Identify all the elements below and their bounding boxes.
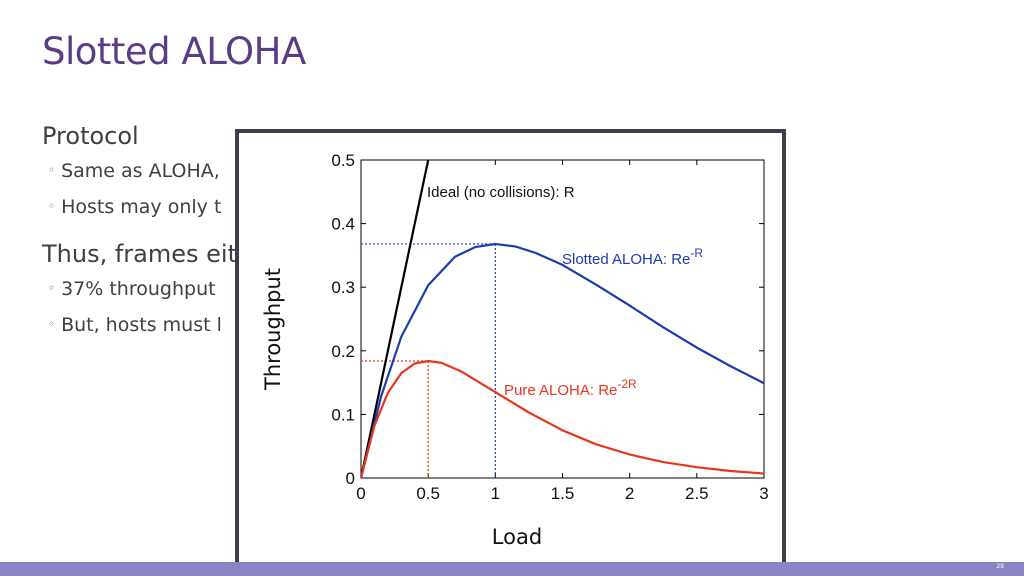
chart-figure: 0 0.5 1 1.5 2 2.5 3 0 0.1 0.2 0.3 0.4 0.5 Ideal (no c… [235, 129, 786, 566]
heading-protocol: Protocol [42, 122, 139, 150]
bullet-marker: ◦ [48, 281, 56, 295]
bullet-text: 37% throughput [61, 278, 216, 300]
series-label: Ideal (no collisions): R [427, 184, 575, 201]
x-tick-label: 0 [356, 484, 365, 503]
plot-layer: 0 0.5 1 1.5 2 2.5 3 0 0.1 0.2 0.3 0.4 0.5 Ideal (no c… [261, 151, 769, 549]
footer-bar [0, 562, 1024, 576]
y-tick-label: 0 [346, 469, 355, 488]
throughput-chart: 0 0.5 1 1.5 2 2.5 3 0 0.1 0.2 0.3 0.4 0.5 Ideal (no c… [261, 151, 769, 549]
pure-aloha-curve [361, 359, 764, 478]
bullet-marker: ◦ [48, 163, 56, 177]
page-number: 29 [996, 563, 1004, 570]
heading-thus: Thus, frames eit [42, 240, 237, 268]
y-tick-label: 0.1 [331, 405, 355, 424]
x-axis-title: Load [492, 525, 542, 549]
slotted-aloha-curve [361, 242, 764, 478]
x-tick-label: 1.5 [551, 484, 575, 503]
bullet-text: Hosts may only t [61, 196, 222, 218]
bullet-item: ◦ But, hosts must l [48, 314, 222, 336]
x-tick-label: 1 [491, 484, 500, 503]
y-tick-label: 0.4 [331, 215, 355, 234]
x-tick-label: 2 [625, 484, 634, 503]
bullet-item: ◦ Same as ALOHA, [48, 160, 220, 182]
series-label: Slotted ALOHA: Re-R [562, 246, 703, 268]
slide-title: Slotted ALOHA [42, 30, 306, 73]
series-label-exponent: -R [690, 246, 703, 260]
bullet-marker: ◦ [48, 199, 56, 213]
y-tick-label: 0.5 [331, 151, 355, 170]
bullet-item: ◦ 37% throughput [48, 278, 216, 300]
bullet-text: But, hosts must l [61, 314, 222, 336]
bullet-item: ◦ Hosts may only t [48, 196, 221, 218]
series-label-exponent: -2R [617, 377, 637, 391]
y-axis-title: Throughput [261, 268, 285, 391]
x-tick-label: 0.5 [416, 484, 440, 503]
ideal-line [361, 160, 430, 478]
bullet-marker: ◦ [48, 317, 56, 331]
y-tick-label: 0.3 [331, 278, 355, 297]
y-tick-label: 0.2 [331, 342, 355, 361]
x-tick-label: 3 [759, 484, 768, 503]
x-tick-label: 2.5 [685, 484, 709, 503]
series-label: Pure ALOHA: Re-2R [504, 377, 637, 399]
bullet-text: Same as ALOHA, [61, 160, 220, 182]
